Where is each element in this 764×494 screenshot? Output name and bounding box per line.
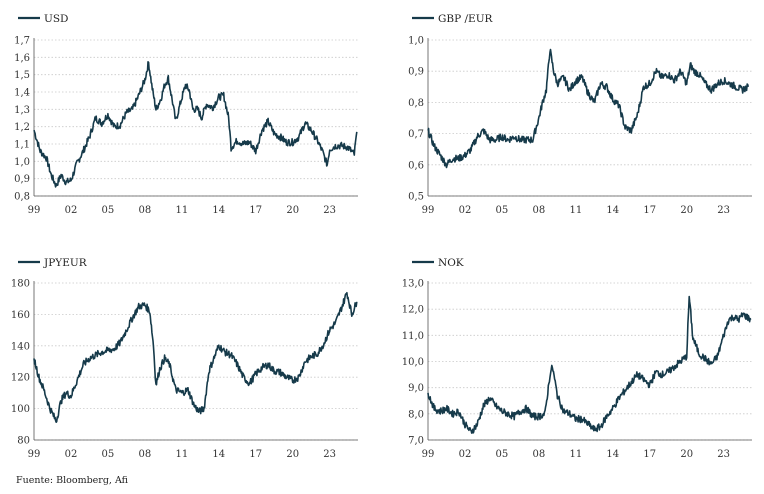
x-tick-label: 20 bbox=[286, 449, 299, 460]
y-tick-label: 120 bbox=[11, 373, 30, 384]
y-tick-label: 180 bbox=[11, 279, 30, 290]
chart-panel-4: NOK 7,0 8,0 9,0 10,0 11,0 12,0 13,0 99 02 05 08 11 14… bbox=[402, 257, 752, 460]
y-tick-label: 0,5 bbox=[408, 192, 424, 203]
x-tick-label: 02 bbox=[65, 449, 78, 460]
y-tick-label: 9,0 bbox=[408, 383, 424, 394]
series-line bbox=[33, 61, 358, 188]
legend-label: GBP /EUR bbox=[438, 13, 494, 25]
x-tick-label: 23 bbox=[323, 205, 336, 216]
y-tick-label: 8,0 bbox=[408, 409, 424, 420]
x-tick-label: 17 bbox=[643, 449, 656, 460]
x-tick-label: 99 bbox=[422, 205, 435, 216]
x-tick-label: 23 bbox=[323, 449, 336, 460]
series-line bbox=[427, 48, 750, 169]
x-tick-label: 99 bbox=[422, 449, 435, 460]
y-tick-label: 0,7 bbox=[408, 129, 424, 140]
legend-label: USD bbox=[44, 13, 68, 25]
y-tick-label: 80 bbox=[17, 436, 30, 447]
y-tick-label: 140 bbox=[11, 341, 30, 352]
x-tick-label: 20 bbox=[286, 205, 299, 216]
x-tick-label: 99 bbox=[28, 449, 41, 460]
x-tick-label: 14 bbox=[606, 205, 619, 216]
x-tick-label: 11 bbox=[569, 449, 582, 460]
x-tick-label: 05 bbox=[496, 449, 509, 460]
x-tick-label: 02 bbox=[459, 449, 472, 460]
y-tick-label: 0,9 bbox=[408, 67, 424, 78]
y-tick-label: 0,9 bbox=[14, 174, 30, 185]
x-tick-label: 17 bbox=[643, 205, 656, 216]
x-tick-label: 14 bbox=[606, 449, 619, 460]
x-tick-label: 20 bbox=[680, 205, 693, 216]
y-tick-label: 0,8 bbox=[408, 98, 424, 109]
legend-label: NOK bbox=[438, 257, 464, 269]
chart-panel-1: USD 0,8 0,9 1,0 1,1 1,2 1,3 1,4 1,5 1,6 1,7 99 02 05 0… bbox=[14, 13, 358, 216]
x-tick-label: 14 bbox=[212, 205, 225, 216]
series-line bbox=[427, 295, 752, 434]
y-tick-label: 1,6 bbox=[14, 53, 30, 64]
x-tick-label: 08 bbox=[533, 449, 546, 460]
chart-panel-2: GBP /EUR 0,5 0,6 0,7 0,8 0,9 1,0 99 02 05 08 11 14 17… bbox=[408, 13, 752, 216]
x-tick-label: 08 bbox=[533, 205, 546, 216]
y-tick-label: 12,0 bbox=[402, 305, 424, 316]
y-tick-label: 11,0 bbox=[402, 331, 424, 342]
x-tick-label: 11 bbox=[569, 205, 582, 216]
y-tick-label: 100 bbox=[11, 404, 30, 415]
x-tick-label: 02 bbox=[459, 205, 472, 216]
y-tick-label: 10,0 bbox=[402, 357, 424, 368]
series-line bbox=[33, 291, 358, 423]
x-tick-label: 14 bbox=[212, 449, 225, 460]
x-tick-label: 08 bbox=[139, 205, 152, 216]
x-tick-label: 99 bbox=[28, 205, 41, 216]
x-tick-label: 08 bbox=[139, 449, 152, 460]
x-tick-label: 23 bbox=[717, 205, 730, 216]
x-tick-label: 17 bbox=[249, 449, 262, 460]
y-tick-label: 1,1 bbox=[14, 140, 30, 151]
x-tick-label: 05 bbox=[102, 205, 115, 216]
x-tick-label: 20 bbox=[680, 449, 693, 460]
x-tick-label: 11 bbox=[175, 449, 188, 460]
y-tick-label: 1,0 bbox=[408, 36, 424, 47]
y-tick-label: 160 bbox=[11, 310, 30, 321]
x-tick-label: 17 bbox=[249, 205, 262, 216]
y-tick-label: 0,6 bbox=[408, 160, 424, 171]
chart-panel-3: JPYEUR 80 100 120 140 160 180 99 02 05 08 11 14 17 20 2… bbox=[11, 257, 358, 460]
x-tick-label: 02 bbox=[65, 205, 78, 216]
y-tick-label: 1,2 bbox=[14, 122, 30, 133]
y-tick-label: 1,7 bbox=[14, 36, 30, 47]
legend-label: JPYEUR bbox=[43, 257, 88, 269]
y-tick-label: 1,5 bbox=[14, 70, 30, 81]
x-tick-label: 05 bbox=[496, 205, 509, 216]
y-tick-label: 7,0 bbox=[408, 436, 424, 447]
y-tick-label: 1,4 bbox=[14, 88, 30, 99]
y-tick-label: 1,0 bbox=[14, 157, 30, 168]
x-tick-label: 05 bbox=[102, 449, 115, 460]
source-note: Fuente: Bloomberg, Afi bbox=[16, 475, 128, 486]
x-tick-label: 23 bbox=[717, 449, 730, 460]
y-tick-label: 1,3 bbox=[14, 105, 30, 116]
y-tick-label: 0,8 bbox=[14, 192, 30, 203]
x-tick-label: 11 bbox=[175, 205, 188, 216]
y-tick-label: 13,0 bbox=[402, 279, 424, 290]
